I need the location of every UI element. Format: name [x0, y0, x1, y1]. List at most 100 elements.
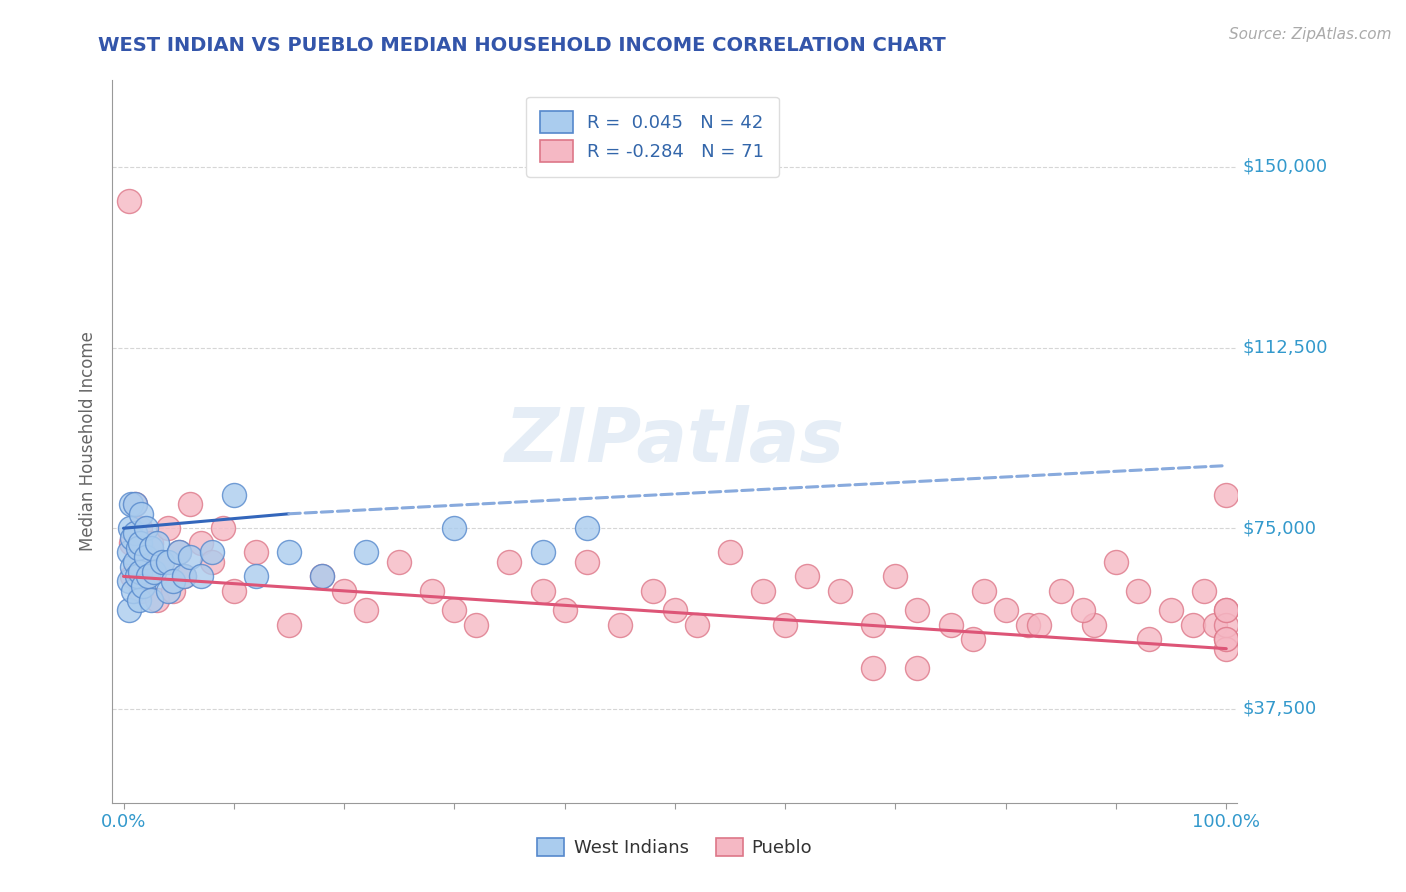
Point — [150, 555, 173, 569]
Point — [127, 541, 149, 555]
Point — [1137, 632, 1160, 646]
Point — [388, 555, 411, 569]
Point — [277, 617, 299, 632]
Point — [121, 559, 143, 574]
Point — [121, 569, 143, 583]
Point — [136, 569, 159, 583]
Point — [222, 583, 245, 598]
Point — [575, 521, 598, 535]
Point — [132, 545, 155, 559]
Point — [994, 603, 1017, 617]
Point — [120, 521, 142, 535]
Point — [1215, 487, 1237, 501]
Point — [118, 574, 141, 589]
Point — [465, 617, 488, 632]
Point — [609, 617, 631, 632]
Point — [664, 603, 686, 617]
Point — [830, 583, 852, 598]
Point — [156, 583, 179, 598]
Legend: West Indians, Pueblo: West Indians, Pueblo — [529, 829, 821, 866]
Point — [354, 603, 377, 617]
Y-axis label: Median Household Income: Median Household Income — [79, 332, 97, 551]
Point — [156, 555, 179, 569]
Point — [554, 603, 576, 617]
Point — [167, 545, 190, 559]
Point — [135, 550, 157, 565]
Point — [1050, 583, 1073, 598]
Point — [145, 535, 167, 549]
Point — [1215, 632, 1237, 646]
Point — [354, 545, 377, 559]
Point — [124, 555, 146, 569]
Point — [245, 545, 267, 559]
Point — [939, 617, 962, 632]
Point — [162, 574, 184, 589]
Point — [1192, 583, 1215, 598]
Point — [129, 535, 152, 549]
Point — [121, 531, 143, 545]
Point — [120, 535, 142, 549]
Point — [443, 521, 465, 535]
Text: WEST INDIAN VS PUEBLO MEDIAN HOUSEHOLD INCOME CORRELATION CHART: WEST INDIAN VS PUEBLO MEDIAN HOUSEHOLD I… — [98, 36, 946, 54]
Point — [201, 545, 224, 559]
Point — [124, 497, 146, 511]
Point — [135, 569, 157, 583]
Point — [531, 583, 554, 598]
Point — [1182, 617, 1205, 632]
Point — [443, 603, 465, 617]
Point — [118, 194, 141, 208]
Point — [1028, 617, 1050, 632]
Point — [1215, 617, 1237, 632]
Point — [862, 617, 884, 632]
Point — [129, 583, 152, 598]
Point — [718, 545, 741, 559]
Point — [129, 521, 152, 535]
Text: ZIPatlas: ZIPatlas — [505, 405, 845, 478]
Point — [173, 569, 195, 583]
Point — [173, 569, 195, 583]
Point — [1071, 603, 1094, 617]
Point — [139, 593, 162, 607]
Point — [128, 593, 150, 607]
Point — [179, 550, 201, 565]
Point — [124, 497, 146, 511]
Text: $112,500: $112,500 — [1243, 339, 1329, 357]
Point — [190, 535, 212, 549]
Point — [311, 569, 333, 583]
Point — [907, 603, 929, 617]
Point — [167, 545, 190, 559]
Text: $37,500: $37,500 — [1243, 700, 1317, 718]
Point — [1126, 583, 1149, 598]
Point — [277, 545, 299, 559]
Point — [752, 583, 775, 598]
Point — [150, 555, 173, 569]
Point — [122, 583, 145, 598]
Point — [139, 541, 162, 555]
Point — [531, 545, 554, 559]
Point — [132, 579, 155, 593]
Text: $75,000: $75,000 — [1243, 519, 1317, 537]
Point — [641, 583, 664, 598]
Point — [125, 555, 148, 569]
Point — [1204, 617, 1226, 632]
Point — [139, 535, 162, 549]
Point — [498, 555, 520, 569]
Point — [973, 583, 995, 598]
Point — [1083, 617, 1105, 632]
Point — [129, 565, 152, 579]
Point — [1017, 617, 1039, 632]
Point — [575, 555, 598, 569]
Point — [145, 593, 167, 607]
Point — [125, 569, 148, 583]
Point — [143, 565, 166, 579]
Point — [796, 569, 818, 583]
Text: Source: ZipAtlas.com: Source: ZipAtlas.com — [1229, 27, 1392, 42]
Point — [124, 526, 146, 541]
Point — [129, 507, 152, 521]
Point — [156, 521, 179, 535]
Point — [962, 632, 984, 646]
Point — [118, 603, 141, 617]
Point — [120, 497, 142, 511]
Point — [333, 583, 356, 598]
Point — [118, 545, 141, 559]
